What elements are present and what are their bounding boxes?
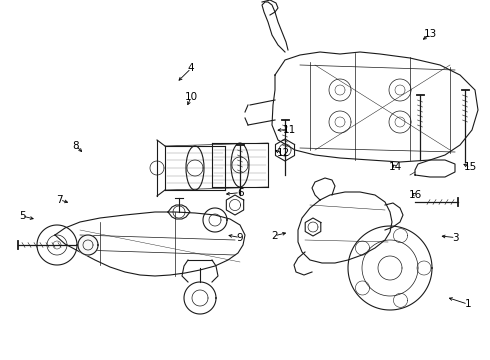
Text: 1: 1 xyxy=(465,299,471,309)
Text: 11: 11 xyxy=(282,125,296,135)
Text: 16: 16 xyxy=(409,190,422,200)
Text: 12: 12 xyxy=(276,148,290,158)
Text: 3: 3 xyxy=(452,233,459,243)
Polygon shape xyxy=(78,235,98,255)
Text: 8: 8 xyxy=(73,141,79,151)
Text: 14: 14 xyxy=(389,162,403,172)
Text: 6: 6 xyxy=(237,188,244,198)
Text: 4: 4 xyxy=(188,63,195,73)
Text: 7: 7 xyxy=(56,195,63,205)
Text: 2: 2 xyxy=(271,231,278,241)
Text: 15: 15 xyxy=(464,162,477,172)
Text: 5: 5 xyxy=(19,211,25,221)
Text: 9: 9 xyxy=(237,233,244,243)
Text: 10: 10 xyxy=(185,92,197,102)
Text: 13: 13 xyxy=(423,29,437,39)
